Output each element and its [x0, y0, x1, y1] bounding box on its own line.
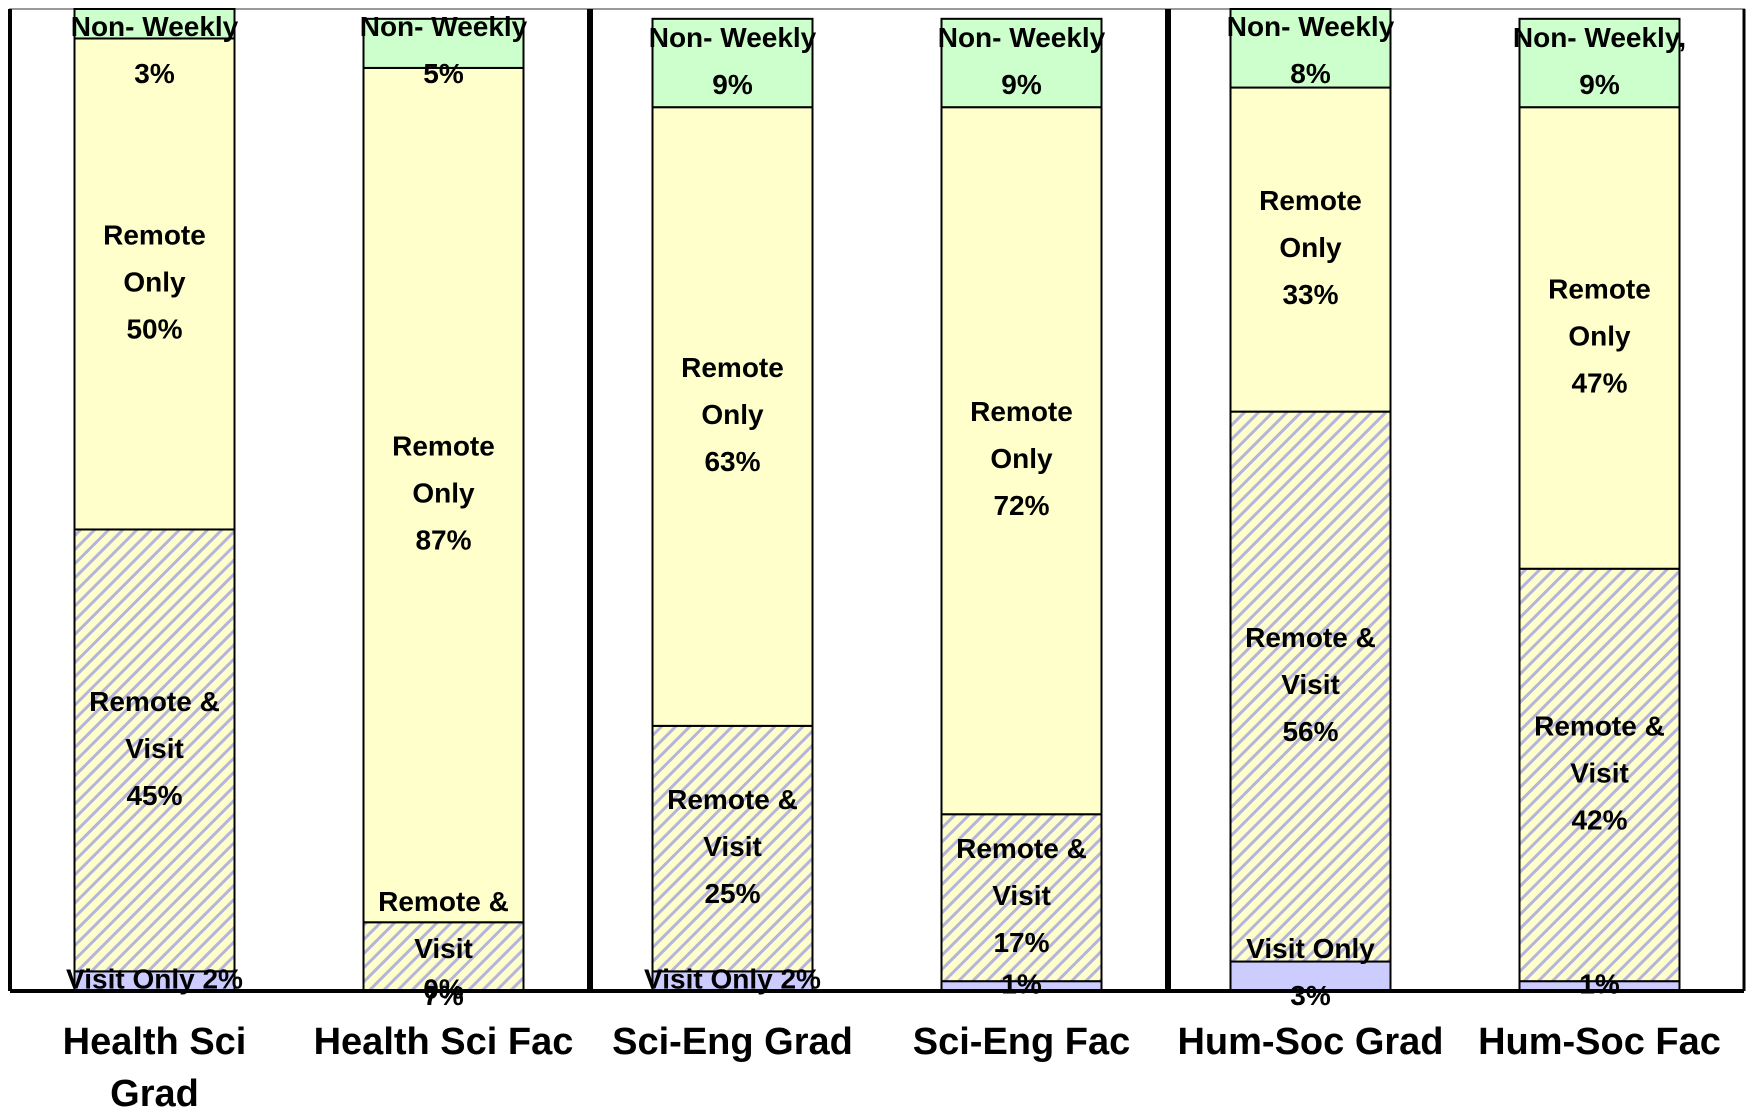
data-label: 9% [1579, 69, 1620, 100]
bar-segment [1229, 410, 1392, 963]
data-label: Only [412, 477, 475, 508]
data-label: 63% [704, 446, 760, 477]
data-label: 87% [415, 524, 471, 555]
data-label: 72% [993, 490, 1049, 521]
x-tick-label-box: Hum-Soc Grad [1177, 1021, 1444, 1063]
bar-segment [362, 921, 525, 993]
data-label: Only [701, 399, 764, 430]
data-label: 25% [704, 878, 760, 909]
x-tick-label-box: Health Sci Fac [313, 1021, 574, 1063]
data-label: Visit [1281, 669, 1340, 700]
data-label: Visit [703, 831, 762, 862]
data-label: Only [1568, 320, 1631, 351]
data-label: 33% [1282, 279, 1338, 310]
x-tick-label: Hum-Soc Grad [1177, 1021, 1444, 1063]
data-label: Visit [1570, 757, 1629, 788]
data-label: 0% [423, 973, 464, 1004]
bar-segment [73, 37, 236, 531]
bar-segment [73, 8, 236, 40]
data-label: Non- Weekly, [1513, 22, 1686, 53]
data-label: 9% [1001, 69, 1042, 100]
data-label: Remote & [89, 686, 220, 717]
data-label: Only [990, 443, 1053, 474]
data-label: Remote & [956, 833, 1087, 864]
data-label: Remote & [1534, 710, 1665, 741]
data-label: Remote [1548, 273, 1651, 304]
x-tick-label: Sci-Eng Fac [912, 1021, 1131, 1063]
bar-segment [651, 17, 814, 109]
data-label: Remote & [378, 886, 509, 917]
data-label: Non- Weekly [649, 22, 817, 53]
data-label: Non- Weekly [360, 11, 528, 42]
x-tick-label: Sci-Eng Grad [612, 1021, 853, 1063]
bar-segment [1518, 17, 1681, 109]
data-label: Remote [103, 219, 206, 250]
bar-segment [362, 17, 525, 69]
data-label: 47% [1571, 367, 1627, 398]
data-label: 3% [1290, 980, 1331, 1011]
x-tick-label-box: Health Sci Grad [62, 1021, 247, 1115]
x-tick-label-box: Hum-Soc Fac [1478, 1021, 1721, 1063]
data-label: Remote [1259, 185, 1362, 216]
data-label: 5% [423, 58, 464, 89]
data-label: 7% [423, 980, 464, 1011]
data-label: Remote & [667, 784, 798, 815]
bar-segment [362, 66, 525, 924]
data-label: 1% [1579, 968, 1620, 999]
data-label: 1% [1001, 968, 1042, 999]
bar-segment [1229, 960, 1392, 992]
data-label: Only [123, 266, 186, 297]
x-tick-label-box: Sci-Eng Fac [912, 1021, 1131, 1063]
data-label: Remote [681, 352, 784, 383]
data-label: Visit [414, 933, 473, 964]
bar-segment [651, 106, 814, 727]
data-label: Visit [125, 733, 184, 764]
bar-segment [73, 528, 236, 973]
x-tick-label: Health Sci Grad [62, 1021, 247, 1115]
bar-segment [940, 106, 1103, 816]
data-label: Non- Weekly [1227, 11, 1395, 42]
data-label: 56% [1282, 716, 1338, 747]
data-label: Remote [392, 430, 495, 461]
data-label: Non- Weekly [938, 22, 1106, 53]
bar-segment [940, 17, 1103, 109]
data-label: 50% [126, 313, 182, 344]
x-tick-label-box: Sci-Eng Grad [612, 1021, 853, 1063]
bar-segment [940, 813, 1103, 983]
data-label: Remote [970, 396, 1073, 427]
data-label: Visit Only [1246, 933, 1375, 964]
data-label: 8% [1290, 58, 1331, 89]
bar-segment [1518, 106, 1681, 570]
x-tick-label: Hum-Soc Fac [1478, 1021, 1721, 1063]
data-label: 3% [134, 58, 175, 89]
data-label: Non- Weekly [71, 11, 239, 42]
data-label: 45% [126, 780, 182, 811]
data-label: 42% [1571, 804, 1627, 835]
data-label: Visit [992, 880, 1051, 911]
data-label: 17% [993, 927, 1049, 958]
bar-segment [1518, 567, 1681, 983]
data-label: Only [1279, 232, 1342, 263]
bar-segment [1229, 86, 1392, 413]
data-label: Remote & [1245, 622, 1376, 653]
data-label: 9% [712, 69, 753, 100]
bar-segment [1229, 8, 1392, 89]
x-tick-label: Health Sci Fac [313, 1021, 574, 1063]
